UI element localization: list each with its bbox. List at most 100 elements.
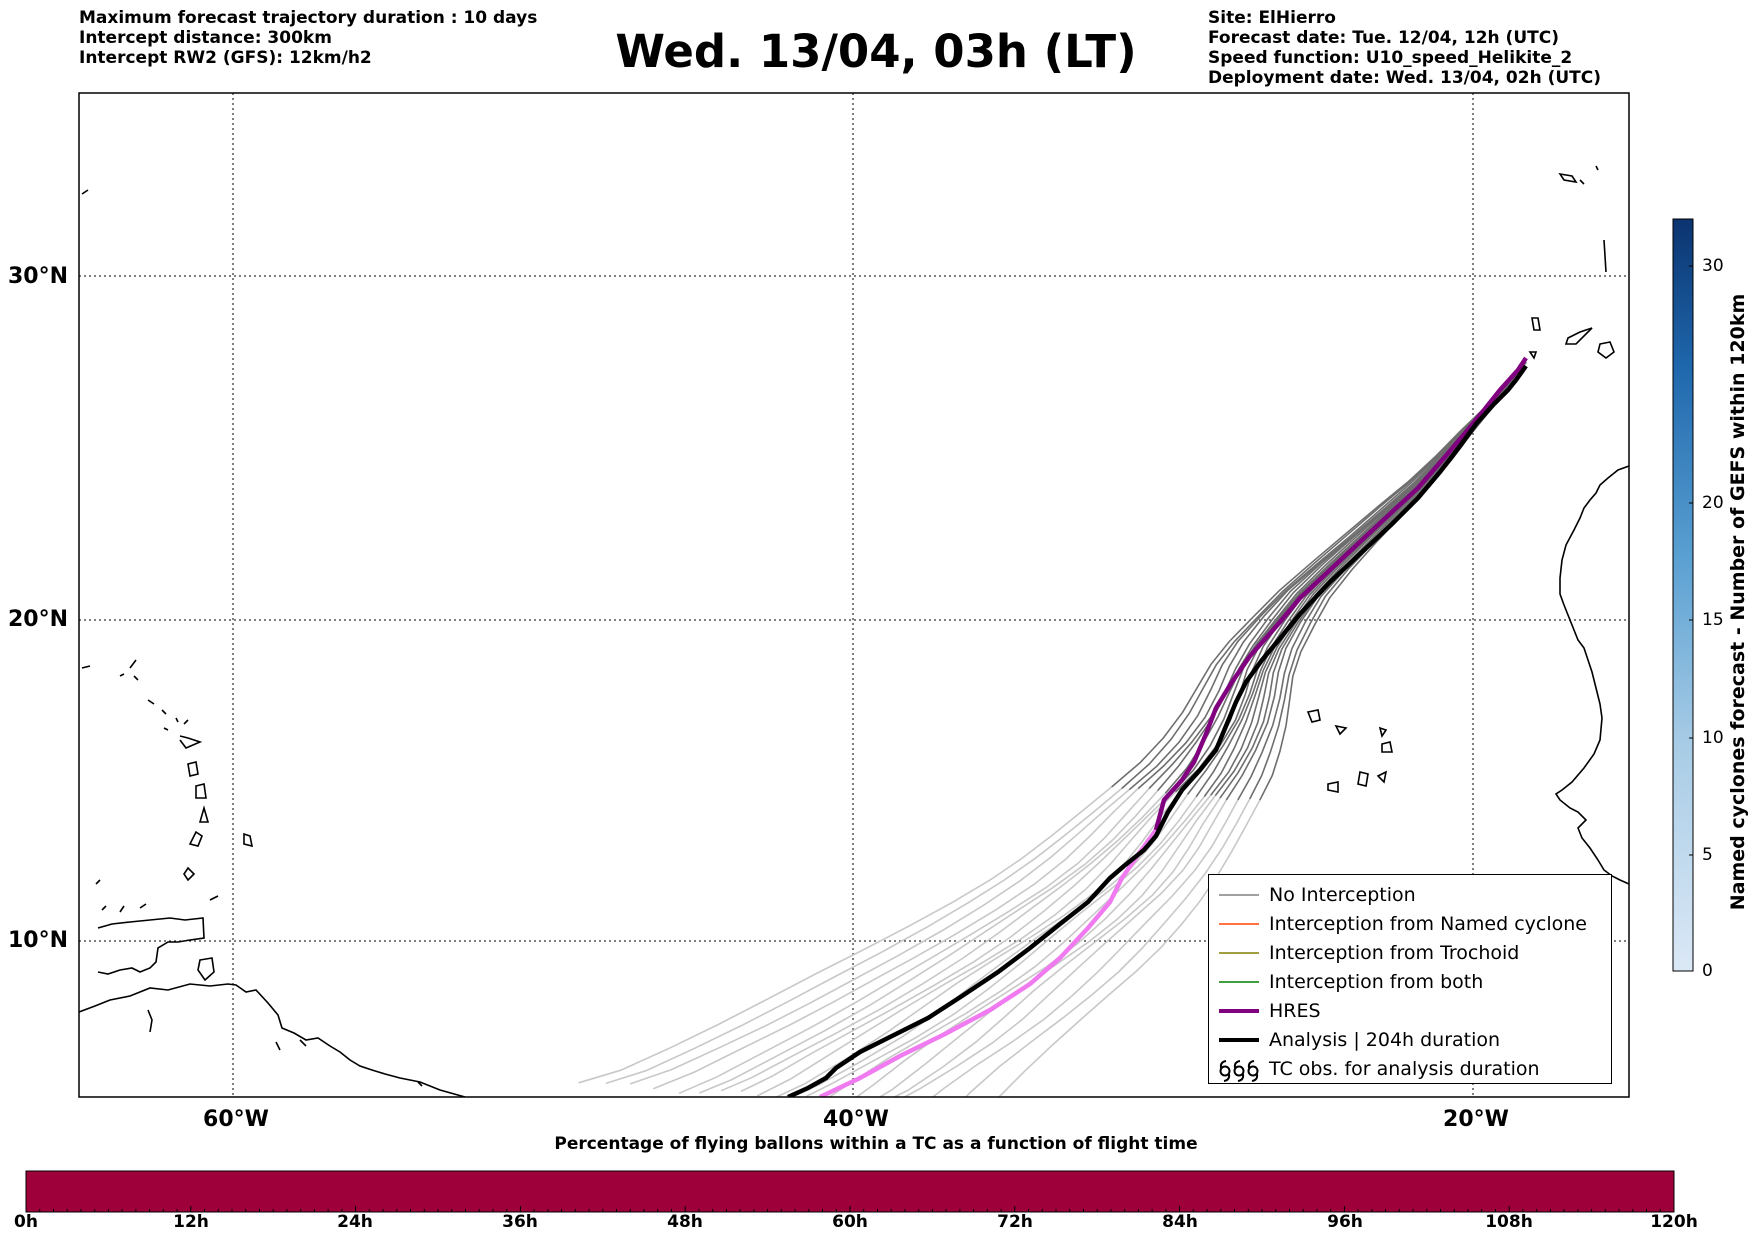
legend-item-no-interception: No Interception xyxy=(1209,882,1611,908)
ensemble-track-segment xyxy=(578,786,1113,1084)
max-duration-text: Maximum forecast trajectory duration : 1… xyxy=(79,8,538,28)
canary-islands xyxy=(1528,317,1615,360)
madeira-islands xyxy=(1558,165,1607,273)
ensemble-track-segment xyxy=(699,790,1159,1094)
bottom-colorbar-tick: 120h xyxy=(1650,1212,1698,1232)
legend-line-icon xyxy=(1219,952,1259,954)
bottom-colorbar-tick: 12h xyxy=(173,1212,209,1232)
legend-line-icon xyxy=(1219,981,1259,983)
trinidad-island xyxy=(197,957,215,982)
bottom-colorbar-tick: 108h xyxy=(1485,1212,1533,1232)
lat-label-10n: 10°N xyxy=(8,928,69,953)
right-colorbar-tick: 30 xyxy=(1702,256,1724,276)
bottom-colorbar-tick: 96h xyxy=(1327,1212,1363,1232)
ensemble-track-segment xyxy=(740,792,1172,1093)
ensemble-track-segment xyxy=(1203,361,1527,797)
header-left-info: Maximum forecast trajectory duration : 1… xyxy=(79,8,537,68)
legend-line-icon xyxy=(1219,1009,1259,1013)
bottom-colorbar-tick: 24h xyxy=(337,1212,373,1232)
ensemble-track-segment xyxy=(997,799,1261,1097)
legend-label: Interception from Trochoid xyxy=(1269,942,1520,964)
ensemble-track-segment xyxy=(1214,361,1527,797)
ensemble-track-segment xyxy=(678,788,1150,1095)
right-colorbar-ticks xyxy=(1689,265,1693,972)
bottom-colorbar-tick: 84h xyxy=(1162,1212,1198,1232)
deployment-date-text: Deployment date: Wed. 13/04, 02h (UTC) xyxy=(1208,68,1602,88)
ensemble-track-segment xyxy=(931,799,1239,1097)
caribbean-coast xyxy=(97,917,205,975)
lesser-antilles xyxy=(81,189,254,913)
legend-item-trochoid: Interception from Trochoid xyxy=(1209,940,1611,966)
right-colorbar-tick: 20 xyxy=(1702,493,1724,513)
intercept-rw2-text: Intercept RW2 (GFS): 12km/h2 xyxy=(79,48,372,68)
legend-item-analysis: Analysis | 204h duration xyxy=(1209,1027,1611,1053)
legend-line-icon xyxy=(1219,1038,1259,1042)
coastlines xyxy=(79,165,1629,1097)
legend-item-tc-obs: TC obs. for analysis duration xyxy=(1209,1056,1611,1082)
right-colorbar-tick: 0 xyxy=(1702,961,1713,981)
legend-label: No Interception xyxy=(1269,884,1416,906)
page-title: Wed. 13/04, 03h (LT) xyxy=(615,25,1137,78)
speed-function-text: Speed function: U10_speed_Helikite_2 xyxy=(1208,48,1573,68)
legend-line-icon xyxy=(1219,894,1259,896)
right-colorbar-tick: 5 xyxy=(1702,845,1713,865)
legend-label: Interception from both xyxy=(1269,971,1484,993)
right-colorbar-tick: 10 xyxy=(1702,728,1724,748)
ensemble-track-segment xyxy=(878,795,1216,1097)
map-frame xyxy=(78,92,1630,1098)
bottom-colorbar-tick: 0h xyxy=(14,1212,38,1232)
ensemble-track-segment xyxy=(892,797,1221,1097)
legend-label: Analysis | 204h duration xyxy=(1269,1029,1501,1051)
ensemble-track-segment xyxy=(1111,361,1527,788)
map-legend: No Interception Interception from Named … xyxy=(1208,874,1612,1084)
lat-label-30n: 30°N xyxy=(8,264,69,289)
legend-item-named-cyclone: Interception from Named cyclone xyxy=(1209,911,1611,937)
cyclone-symbols-icon xyxy=(1219,1060,1259,1082)
right-colorbar-tick: 15 xyxy=(1702,610,1724,630)
ensemble-track-segment xyxy=(1219,361,1527,799)
south-america-coastline xyxy=(79,983,466,1097)
ensemble-track-segment xyxy=(788,793,1189,1097)
bottom-colorbar-title: Percentage of flying ballons within a TC… xyxy=(554,1134,1198,1154)
cape-verde-islands xyxy=(1306,709,1393,793)
bottom-colorbar-tick: 36h xyxy=(502,1212,538,1232)
bottom-colorbar-minor-ticks xyxy=(25,1206,1675,1212)
legend-line-icon xyxy=(1219,923,1259,925)
ensemble-track-segment xyxy=(806,796,1197,1097)
ensemble-track-segment xyxy=(964,798,1251,1097)
caribbean-small-islands xyxy=(147,1009,423,1087)
ensemble-track-segment xyxy=(1225,361,1527,801)
ensemble-track-segment xyxy=(756,791,1177,1097)
hres-track-analysis xyxy=(1153,356,1528,831)
legend-item-both: Interception from both xyxy=(1209,969,1611,995)
forecast-date-text: Forecast date: Tue. 12/04, 12h (UTC) xyxy=(1208,28,1559,48)
header-right-info: Site: ElHierro Forecast date: Tue. 12/04… xyxy=(1208,8,1601,88)
bottom-colorbar xyxy=(25,1170,1675,1213)
site-text: Site: ElHierro xyxy=(1208,8,1336,28)
bottom-colorbar-tick: 60h xyxy=(832,1212,868,1232)
ensemble-track-segment xyxy=(902,799,1227,1097)
ensemble-track-segment xyxy=(827,796,1206,1097)
hres-track-forecast xyxy=(819,828,1158,1097)
ensemble-track-segment xyxy=(629,788,1130,1085)
legend-item-hres: HRES xyxy=(1209,998,1611,1024)
ensemble-track-segment xyxy=(720,792,1166,1092)
bottom-colorbar-tick: 48h xyxy=(667,1212,703,1232)
west-africa-coastline xyxy=(1554,465,1629,885)
lon-label-60w: 60°W xyxy=(203,1107,269,1132)
intercept-distance-text: Intercept distance: 300km xyxy=(79,28,332,48)
lon-label-40w: 40°W xyxy=(823,1107,889,1132)
right-colorbar xyxy=(1672,218,1694,972)
bottom-colorbar-tick: 72h xyxy=(997,1212,1033,1232)
analysis-track xyxy=(787,364,1528,1097)
legend-label: Interception from Named cyclone xyxy=(1269,913,1587,935)
right-colorbar-label: Named cyclones forecast - Number of GEFS… xyxy=(1727,293,1749,911)
legend-label: HRES xyxy=(1269,1000,1321,1022)
ensemble-track-segment xyxy=(1210,361,1527,796)
ensemble-track-segment xyxy=(605,787,1123,1085)
legend-label: TC obs. for analysis duration xyxy=(1269,1058,1540,1080)
lat-label-20n: 20°N xyxy=(8,607,69,632)
ensemble-track-segment xyxy=(652,788,1139,1090)
lon-label-20w: 20°W xyxy=(1443,1107,1509,1132)
